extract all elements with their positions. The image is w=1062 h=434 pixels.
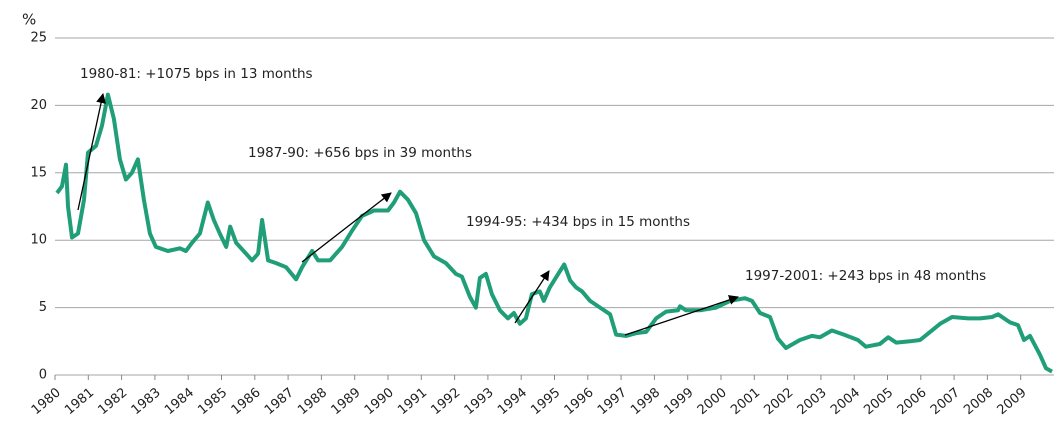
x-tick-label: 1987 — [262, 385, 297, 418]
y-axis-label: % — [22, 11, 36, 29]
x-tick-label: 1994 — [495, 385, 530, 418]
y-tick-label: 20 — [30, 98, 47, 113]
x-tick-label: 2006 — [895, 385, 930, 418]
arrow — [77, 93, 106, 211]
x-tick-label: 1995 — [528, 385, 563, 418]
x-tick-label: 1988 — [295, 385, 330, 418]
x-tick-label: 1990 — [362, 385, 397, 418]
x-tick-label: 1985 — [195, 385, 230, 418]
annotation: 1987-90: +656 bps in 39 months — [248, 145, 472, 161]
data-line — [55, 92, 1053, 374]
annotation: 1997-2001: +243 bps in 48 months — [745, 268, 986, 284]
x-tick-label: 1982 — [95, 385, 130, 418]
x-tick-label: 2009 — [995, 385, 1030, 418]
x-tick-label: 1986 — [229, 385, 264, 418]
x-tick-label: 1996 — [562, 385, 597, 418]
y-tick-label: 0 — [39, 368, 47, 383]
x-tick-label: 1998 — [628, 385, 663, 418]
x-tick-label: 2002 — [761, 385, 796, 418]
x-tick-label: 2001 — [728, 385, 763, 418]
x-tick-label: 1981 — [62, 385, 97, 418]
arrow — [514, 270, 550, 324]
y-tick-label: 25 — [30, 31, 47, 46]
annotation: 1994-95: +434 bps in 15 months — [466, 214, 690, 230]
arrow — [624, 295, 739, 336]
y-tick-label: 15 — [30, 165, 47, 180]
x-tick-label: 1991 — [395, 385, 430, 418]
annotation: 1980-81: +1075 bps in 13 months — [80, 66, 313, 82]
x-tick-label: 1997 — [595, 385, 630, 418]
y-tick-label: 10 — [30, 233, 47, 248]
x-tick-label: 2004 — [828, 385, 863, 418]
x-tick-label: 1992 — [428, 385, 463, 418]
x-tick-label: 1999 — [662, 385, 697, 418]
x-tick-label: 2003 — [795, 385, 830, 418]
x-tick-label: 2008 — [961, 385, 996, 418]
annotation-arrows — [77, 93, 739, 336]
x-tick-label: 2000 — [695, 385, 730, 418]
x-tick-label: 1980 — [29, 385, 64, 418]
x-tick-label: 2005 — [861, 385, 896, 418]
y-tick-label: 5 — [39, 300, 47, 315]
x-tick-label: 1984 — [162, 385, 197, 418]
x-tick-label: 2007 — [928, 385, 963, 418]
arrow — [301, 192, 392, 263]
x-tick-label: 1983 — [129, 385, 164, 418]
x-tick-label: 1989 — [329, 385, 364, 418]
x-tick-label: 1993 — [462, 385, 497, 418]
